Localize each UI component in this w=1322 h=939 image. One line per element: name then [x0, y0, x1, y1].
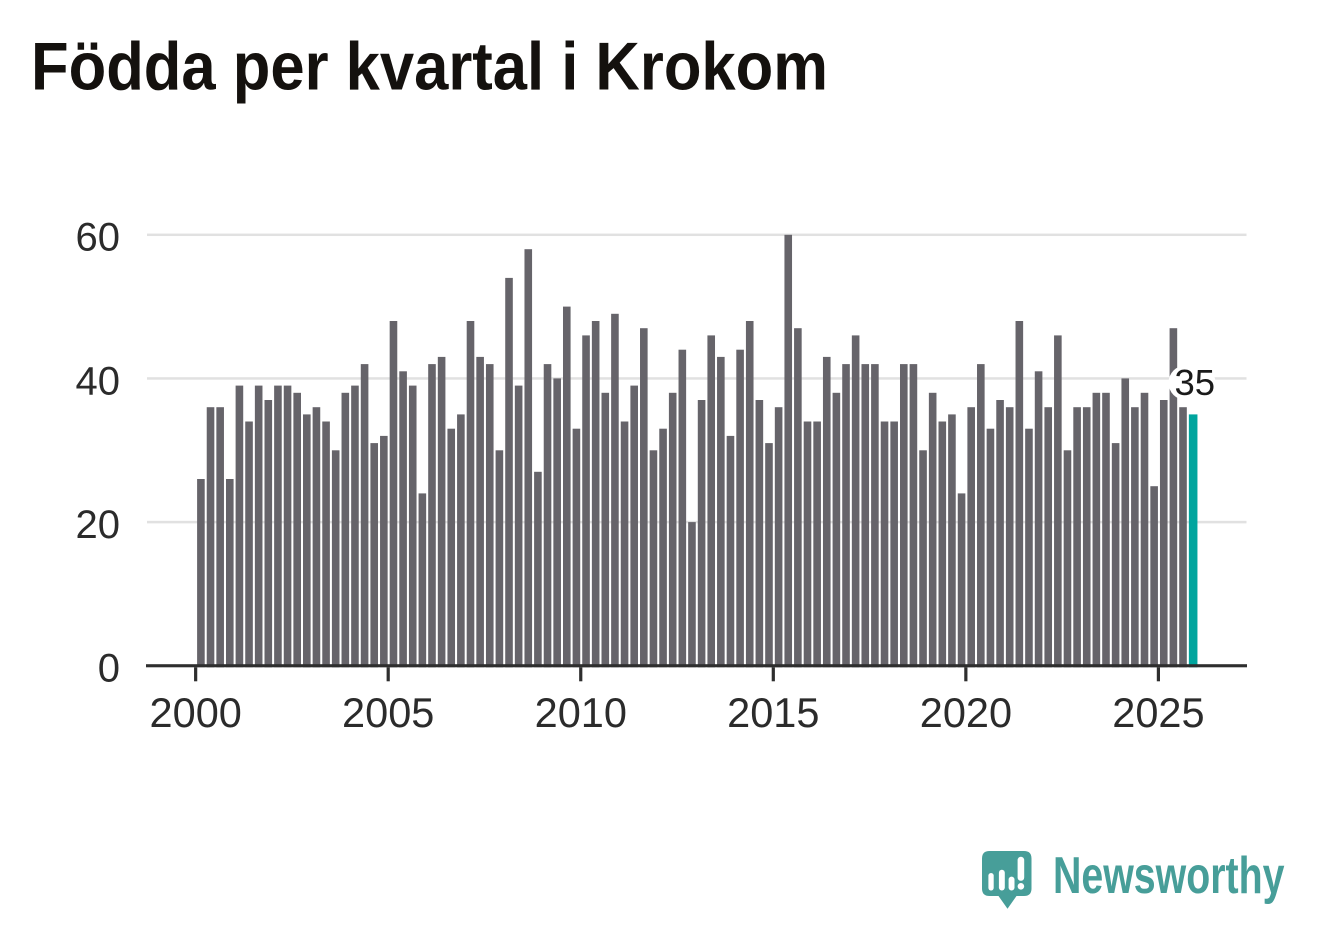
svg-text:60: 60: [76, 216, 121, 260]
svg-text:40: 40: [76, 359, 121, 403]
svg-text:2005: 2005: [342, 689, 434, 736]
svg-text:2015: 2015: [727, 689, 819, 736]
svg-text:2020: 2020: [920, 689, 1012, 736]
svg-text:20: 20: [76, 503, 121, 547]
svg-text:2010: 2010: [535, 689, 627, 736]
svg-text:Newsworthy: Newsworthy: [1053, 847, 1285, 905]
svg-text:Födda per kvartal i Krokom: Födda per kvartal i Krokom: [31, 29, 828, 105]
svg-text:0: 0: [98, 647, 120, 691]
svg-text:2000: 2000: [150, 689, 242, 736]
svg-text:35: 35: [1175, 362, 1216, 403]
svg-text:2025: 2025: [1112, 689, 1204, 736]
